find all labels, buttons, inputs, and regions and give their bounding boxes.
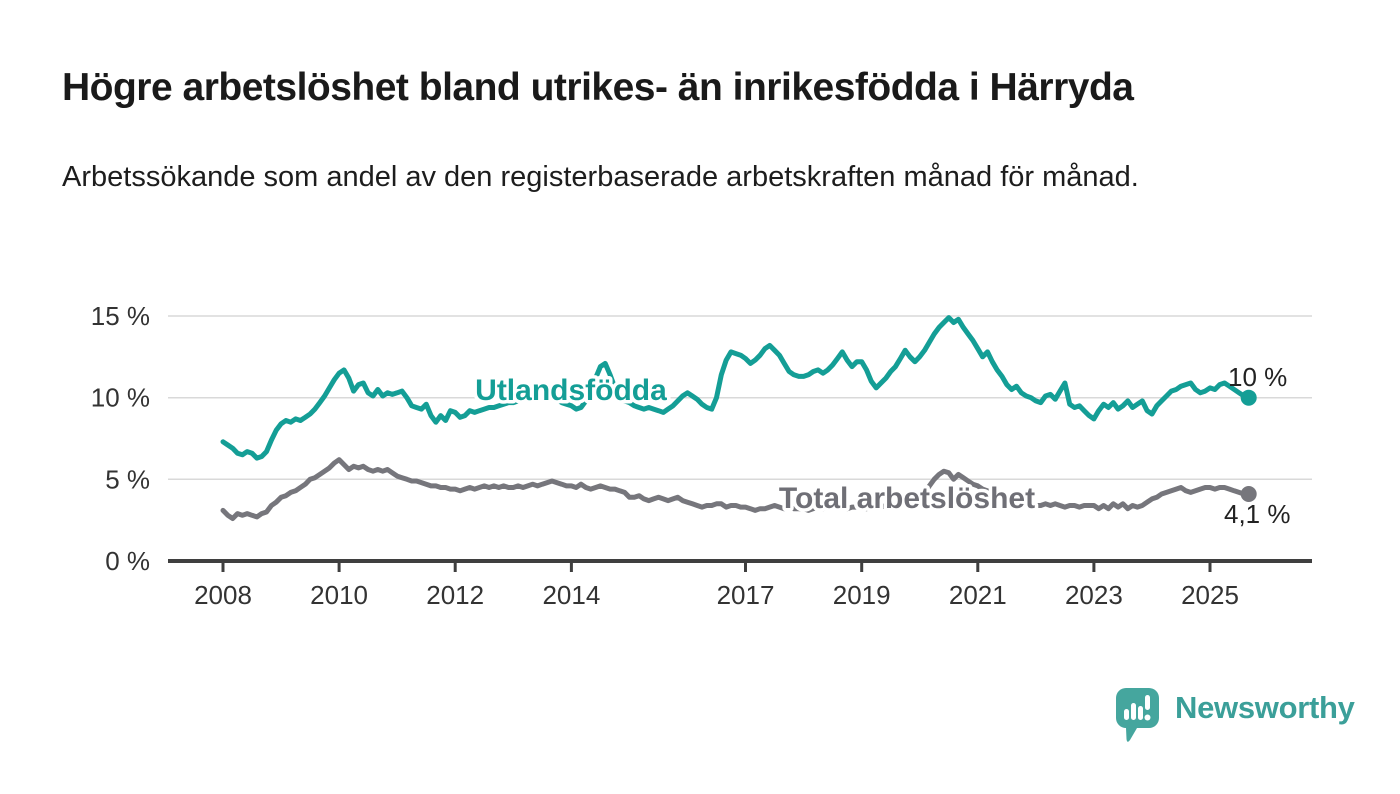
bar-chart-speech-bubble-icon <box>1116 688 1159 742</box>
page-title: Högre arbetslöshet bland utrikes- än inr… <box>62 66 1134 109</box>
series-label-total-arbetsloshet: Total arbetslöshet <box>779 482 1035 515</box>
page-subtitle: Arbetssökande som andel av den registerb… <box>62 161 1139 193</box>
y-axis-tick-label: 10 % <box>91 383 150 413</box>
brand-name: Newsworthy <box>1175 690 1355 725</box>
end-dot-utlandsfodda <box>1240 389 1257 406</box>
x-axis-tick-label: 2021 <box>949 580 1007 610</box>
end-value-label-total-arbetsloshet: 4,1 % <box>1224 499 1291 529</box>
series-line-utlandsfodda <box>220 315 1252 461</box>
x-axis-tick-label: 2008 <box>194 580 252 610</box>
y-axis-tick-label: 0 % <box>105 546 150 576</box>
x-axis-tick-label: 2019 <box>833 580 891 610</box>
newsworthy-logo[interactable]: Newsworthy <box>1115 688 1355 744</box>
y-axis-tick-label: 15 % <box>91 301 150 331</box>
x-axis-tick-label: 2025 <box>1181 580 1239 610</box>
gridlines <box>168 315 1312 481</box>
end-dot-total-arbetsloshet <box>1240 486 1257 502</box>
y-axis-tick-label: 5 % <box>105 464 150 494</box>
x-axis-ticks <box>221 563 1212 572</box>
end-dots <box>1240 389 1257 502</box>
series-line-total-arbetsloshet <box>220 457 1252 521</box>
x-axis-labels: 2008 2010 2012 2014 2017 2019 2021 2023 2025 <box>194 580 1239 610</box>
y-axis-labels: 0 % 5 % 10 % 15 % <box>91 301 150 576</box>
series-label-utlandsfodda: Utlandsfödda <box>475 374 667 407</box>
x-axis-tick-label: 2010 <box>310 580 368 610</box>
line-chart: 0 % 5 % 10 % 15 % 2008 2010 2012 2014 2017 2019 2… <box>0 280 1400 630</box>
x-axis-tick-label: 2017 <box>717 580 775 610</box>
series-lines <box>220 315 1252 521</box>
end-value-label-utlandsfodda: 10 % <box>1228 362 1287 392</box>
x-axis-tick-label: 2014 <box>542 580 600 610</box>
chart-canvas: 0 %5 %10 %15 % 2008 2010 2012 2014 2017 2019 2… <box>91 301 1312 610</box>
x-axis-tick-label: 2012 <box>426 580 484 610</box>
x-axis-tick-label: 2023 <box>1065 580 1123 610</box>
